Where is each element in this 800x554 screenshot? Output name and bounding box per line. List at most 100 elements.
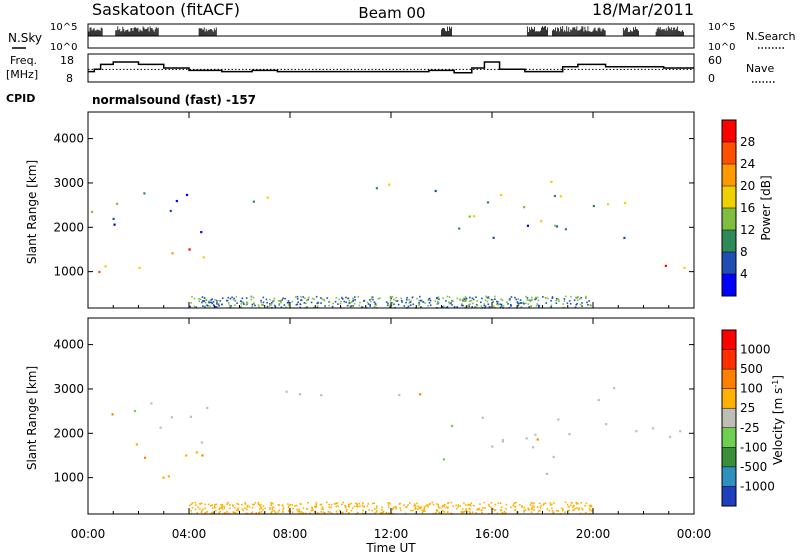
echo-cell: [462, 511, 464, 513]
echo-cell: [345, 296, 347, 299]
colorbar-level: 20: [740, 179, 755, 193]
echo-cell: [491, 445, 494, 448]
echo-cell: [257, 501, 260, 504]
echo-cell: [206, 304, 208, 307]
echo-cell: [534, 298, 536, 301]
echo-cell: [234, 304, 236, 306]
echo-cell: [373, 301, 376, 303]
echo-cell: [281, 511, 284, 513]
echo-cell: [202, 256, 205, 259]
echo-cell: [455, 507, 458, 510]
echo-cell: [462, 299, 464, 302]
echo-cell: [555, 225, 559, 228]
echo-cell: [347, 505, 350, 507]
echo-cell: [436, 303, 439, 305]
echo-cell: [310, 301, 313, 304]
echo-cell: [418, 295, 421, 298]
echo-cell: [419, 506, 421, 509]
echo-cell: [545, 302, 548, 304]
echo-cell: [501, 440, 505, 443]
echo-cell: [171, 252, 174, 255]
echo-cell: [548, 509, 551, 512]
y-tick-label: 1000: [53, 471, 84, 485]
echo-cell: [409, 304, 412, 306]
echo-cell: [544, 502, 547, 505]
echo-cell: [197, 506, 199, 509]
echo-cell: [418, 302, 420, 304]
echo-cell: [420, 506, 423, 508]
echo-cell: [251, 506, 254, 509]
echo-cell: [232, 504, 234, 506]
echo-cell: [431, 501, 434, 504]
echo-cell: [412, 509, 414, 512]
echo-cell: [268, 305, 271, 307]
echo-cell: [273, 304, 276, 307]
velocity-colorbar: 1000 500 100 25 -25 -100 -500 -1000 Velocity [m…: [721, 329, 785, 507]
echo-cell: [246, 504, 249, 507]
echo-cell: [216, 302, 218, 305]
echo-cell: [414, 506, 417, 509]
echo-cell: [190, 503, 193, 506]
echo-cell: [438, 298, 440, 301]
echo-cell: [436, 509, 439, 512]
echo-cell: [278, 504, 281, 506]
echo-cell: [576, 503, 578, 505]
nsky-label: N.Sky: [8, 31, 42, 45]
echo-cell: [91, 210, 94, 214]
echo-cell: [501, 511, 504, 514]
echo-cell: [488, 297, 490, 300]
echo-cell: [322, 511, 325, 513]
echo-cell: [465, 298, 467, 301]
echo-cell: [436, 297, 438, 299]
echo-cell: [208, 301, 210, 304]
echo-cell: [471, 302, 474, 305]
echo-cell: [623, 236, 626, 240]
echo-cell: [437, 302, 440, 304]
echo-cell: [462, 304, 464, 307]
echo-cell: [352, 297, 354, 300]
echo-cell: [260, 510, 263, 513]
echo-cell: [300, 299, 303, 302]
echo-cell: [284, 297, 286, 300]
echo-cell: [500, 506, 503, 509]
echo-cell: [366, 301, 369, 304]
x-axis-label: Time UT: [365, 541, 416, 554]
echo-cell: [341, 297, 343, 299]
echo-cell: [471, 511, 474, 513]
echo-cell: [531, 506, 534, 509]
echo-cell: [254, 502, 257, 504]
echo-cell: [395, 506, 397, 509]
echo-cell: [500, 509, 502, 512]
echo-cell: [464, 306, 467, 309]
echo-cell: [327, 510, 330, 513]
echo-cell: [485, 295, 487, 298]
echo-cell: [215, 503, 218, 506]
echo-cell: [331, 512, 333, 515]
cpid-text: normalsound (fast) -157: [92, 93, 256, 107]
echo-cell: [576, 507, 578, 509]
echo-cell: [395, 505, 397, 508]
echo-cell: [461, 508, 464, 510]
echo-cell: [304, 512, 307, 515]
echo-cell: [257, 503, 260, 506]
echo-cell: [340, 511, 343, 514]
colorbar-level: 500: [740, 362, 763, 376]
echo-cell: [418, 304, 420, 307]
echo-cell: [381, 508, 383, 511]
echo-cell: [264, 507, 267, 510]
echo-cell: [589, 504, 592, 507]
echo-cell: [536, 296, 539, 299]
echo-cell: [394, 505, 396, 508]
echo-cell: [204, 503, 207, 506]
echo-cell: [450, 501, 453, 504]
echo-cell: [460, 303, 463, 305]
echo-cell: [303, 297, 306, 299]
echo-cell: [218, 508, 221, 511]
echo-cell: [320, 394, 323, 397]
echo-cell: [474, 306, 476, 308]
echo-cell: [246, 508, 248, 511]
echo-cell: [191, 506, 194, 509]
echo-cell: [231, 296, 233, 299]
echo-cell: [251, 305, 254, 308]
y-tick-label: 2000: [53, 426, 84, 440]
